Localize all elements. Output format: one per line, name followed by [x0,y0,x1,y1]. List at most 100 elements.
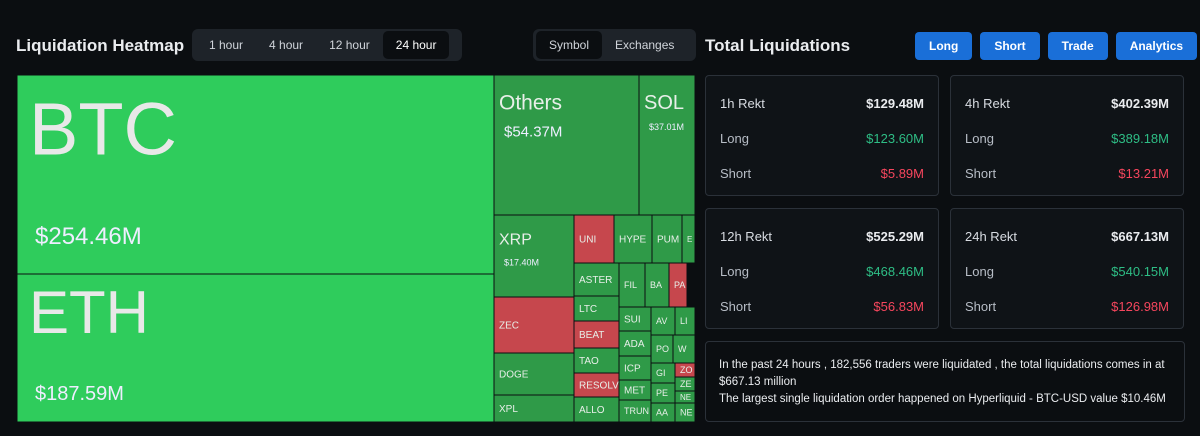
stat-label: Long [965,131,994,146]
tile-label: ICP [624,364,641,375]
stat-row: Long $123.60M [720,131,924,146]
heatmap: BTC $254.46M ETH $187.59M Others $54.37M SOL $3… [16,74,696,423]
tile [493,74,640,216]
stat-card: 4h Rekt $402.39M Long $389.18M Short $13.21M [950,75,1184,196]
button[interactable]: Short [980,32,1040,60]
tile-label: ZE [680,379,692,389]
tile-label: SOL [644,92,684,114]
tile-label: PO [656,344,669,354]
tile-label: E [687,235,692,244]
tab[interactable]: 4 hour [269,38,304,52]
tile-value: $54.37M [504,123,562,140]
panel-title: Total Liquidations [705,36,851,55]
button[interactable]: Long [915,32,973,60]
stat-value: $13.21M [1118,166,1169,181]
tile [573,396,620,423]
button[interactable]: Analytics [1115,32,1198,60]
tile-label: TRUN [624,406,649,416]
tile-label: ETH [29,279,149,346]
stat-label: Short [720,299,752,314]
stat-label: 24h Rekt [965,229,1018,244]
stat-row: 4h Rekt $402.39M [965,96,1169,111]
tile-label: ZEC [499,321,519,332]
stat-row: Short $126.98M [965,299,1169,314]
stat-label: 1h Rekt [720,96,765,111]
tile-label: LTC [579,304,597,315]
stat-value: $126.98M [1111,299,1169,314]
stat-label: 4h Rekt [965,96,1010,111]
view-tabs: Symbol Exchanges [533,29,696,61]
stat-row: 12h Rekt $525.29M [720,229,924,244]
tile-label: SUI [624,315,641,326]
tab[interactable]: 24 hour [382,31,450,59]
tile-label: TAO [579,356,599,367]
tile [573,347,620,374]
stat-value: $129.48M [866,96,924,111]
summary: In the past 24 hours , 182,556 traders w… [705,341,1185,422]
stat-card: 1h Rekt $129.48M Long $123.60M Short $5.89M [705,75,939,196]
tile [613,214,653,264]
tile [573,295,620,322]
tile [674,402,696,423]
heatmap-title: Liquidation Heatmap [16,36,185,55]
stat-value: $123.60M [866,131,924,146]
tile [651,214,683,264]
tile-label: AA [656,408,668,418]
stat-row: 24h Rekt $667.13M [965,229,1169,244]
tile [573,320,620,349]
stat-label: Long [965,264,994,279]
stat-value: $525.29M [866,229,924,244]
tile-value: $187.59M [35,383,124,405]
tile-label: NE [680,408,693,418]
tile [681,214,696,264]
tile-label: NE [680,393,691,402]
tile-label: HYPE [619,235,647,246]
tile [573,262,620,297]
stat-row: Short $13.21M [965,166,1169,181]
stat-row: Long $540.15M [965,264,1169,279]
tile [493,394,575,423]
button[interactable]: Trade [1047,32,1108,60]
stat-card: 12h Rekt $525.29M Long $468.46M Short $56.83M [705,208,939,329]
tile-label: PE [656,388,668,398]
tile [493,214,575,298]
tile-label: DOGE [499,370,529,381]
tile-label: PA [674,280,685,290]
tile-label: RESOLV [579,381,619,392]
tab[interactable]: Symbol [536,31,603,59]
tile-label: FIL [624,280,637,290]
tile-label: UNI [579,235,596,246]
stat-value: $389.18M [1111,131,1169,146]
stat-value: $402.39M [1111,96,1169,111]
stat-label: Short [965,166,997,181]
stat-value: $540.15M [1111,264,1169,279]
stat-label: Short [965,299,997,314]
tile [573,372,620,398]
stat-label: Long [720,264,749,279]
tile [618,330,652,357]
tile [16,273,495,423]
tile-label: ZO [680,365,693,375]
summary-line: The largest single liquidation order hap… [719,393,1166,405]
tile [493,296,575,354]
tile-value: $254.46M [35,223,142,250]
tile-label: BA [650,280,662,290]
tab[interactable]: Exchanges [615,38,675,52]
stat-value: $468.46M [866,264,924,279]
stat-row: Long $389.18M [965,131,1169,146]
tile-label: W [678,344,687,354]
tile-value: $37.01M [649,122,684,132]
summary-line: In the past 24 hours , 182,556 traders w… [719,359,1165,388]
tile-label: PUM [657,235,679,246]
stat-value: $5.89M [880,166,924,181]
tile-label: BTC [29,88,177,171]
tab[interactable]: 12 hour [329,38,370,52]
tile [493,352,575,396]
stat-row: 1h Rekt $129.48M [720,96,924,111]
tile-label: Others [499,91,562,114]
stat-value: $667.13M [1111,229,1169,244]
button-group: Long Short Trade Analytics [915,32,1198,60]
tab[interactable]: 1 hour [209,38,244,52]
tile [16,74,495,275]
